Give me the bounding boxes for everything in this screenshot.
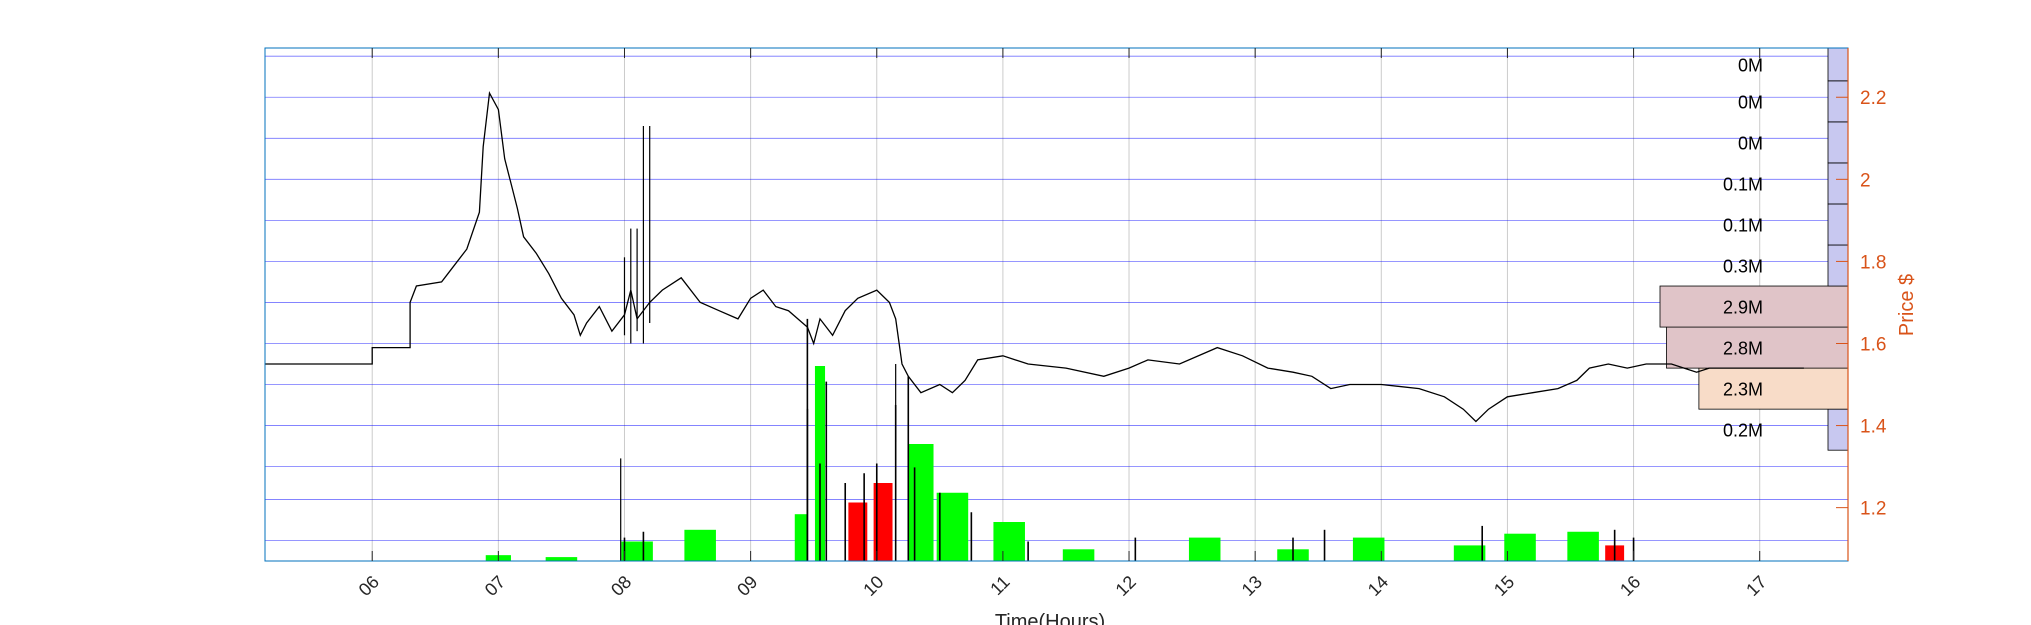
volume-profile-label: 0.2M	[1723, 421, 1763, 441]
volume-bar	[936, 492, 969, 561]
volume-profile-label: 0M	[1738, 92, 1763, 112]
volume-bar	[621, 541, 653, 561]
volume-profile-label: 0M	[1738, 55, 1763, 75]
y-axis-ticks: 1.2 1.4 1.6 1.8 2 2.2	[1836, 48, 1887, 561]
volume-bar	[1188, 537, 1221, 561]
volume-profile-bar	[1827, 47, 1849, 82]
volume-profile-label: 2.9M	[1723, 298, 1763, 318]
volume-profile-bar	[1827, 408, 1849, 451]
grid-layer	[265, 48, 1848, 561]
y-tick-label: 1.4	[1860, 417, 1887, 438]
volume-profile-layer: 0.2M 2.3M 2.8M 2.9M 0.3M 0.1M 0.1M 0M 0M 0M	[1659, 47, 1849, 451]
volume-bar	[848, 502, 868, 561]
y-tick-label: 1.6	[1860, 334, 1886, 355]
volume-bar	[993, 522, 1025, 561]
y-tick-label: 1.2	[1860, 499, 1886, 520]
volume-profile-label: 2.3M	[1723, 380, 1763, 400]
volume-bar	[545, 557, 578, 561]
volume-profile-label: 0.1M	[1723, 215, 1763, 235]
volume-profile-bar	[1827, 203, 1849, 246]
volume-bar	[1062, 549, 1095, 561]
volume-bar	[794, 514, 808, 561]
volume-profile-bar	[1666, 326, 1849, 369]
volume-profile-bar	[1827, 121, 1849, 164]
x-axis-label: Time(Hours)	[995, 611, 1105, 625]
volume-bar	[1567, 531, 1599, 561]
volume-profile-bar	[1659, 285, 1849, 328]
y-tick-label: 1.8	[1860, 252, 1886, 273]
volume-profile-label: 0.3M	[1723, 257, 1763, 277]
y-tick-label: 2.2	[1860, 88, 1886, 109]
volume-profile-label: 0M	[1738, 133, 1763, 153]
volume-bar	[1453, 545, 1486, 561]
volume-profile-bar	[1827, 162, 1849, 205]
y-tick-label: 2	[1860, 170, 1871, 191]
volume-bar	[684, 529, 716, 561]
volume-bar	[908, 444, 934, 561]
volume-bar	[1352, 537, 1385, 561]
price-line	[265, 90, 1804, 423]
volume-profile-label: 0.1M	[1723, 174, 1763, 194]
volume-profile-bar	[1827, 244, 1849, 287]
y-axis-label: Price $	[1896, 274, 1918, 336]
volume-profile-bar	[1698, 367, 1849, 410]
price-line-layer	[265, 90, 1804, 561]
volume-profile-bar	[1827, 80, 1849, 123]
volume-bar	[1504, 533, 1536, 561]
volume-profile-label: 2.8M	[1723, 339, 1763, 359]
volume-bar	[873, 483, 893, 561]
volume-layer	[485, 366, 1635, 561]
